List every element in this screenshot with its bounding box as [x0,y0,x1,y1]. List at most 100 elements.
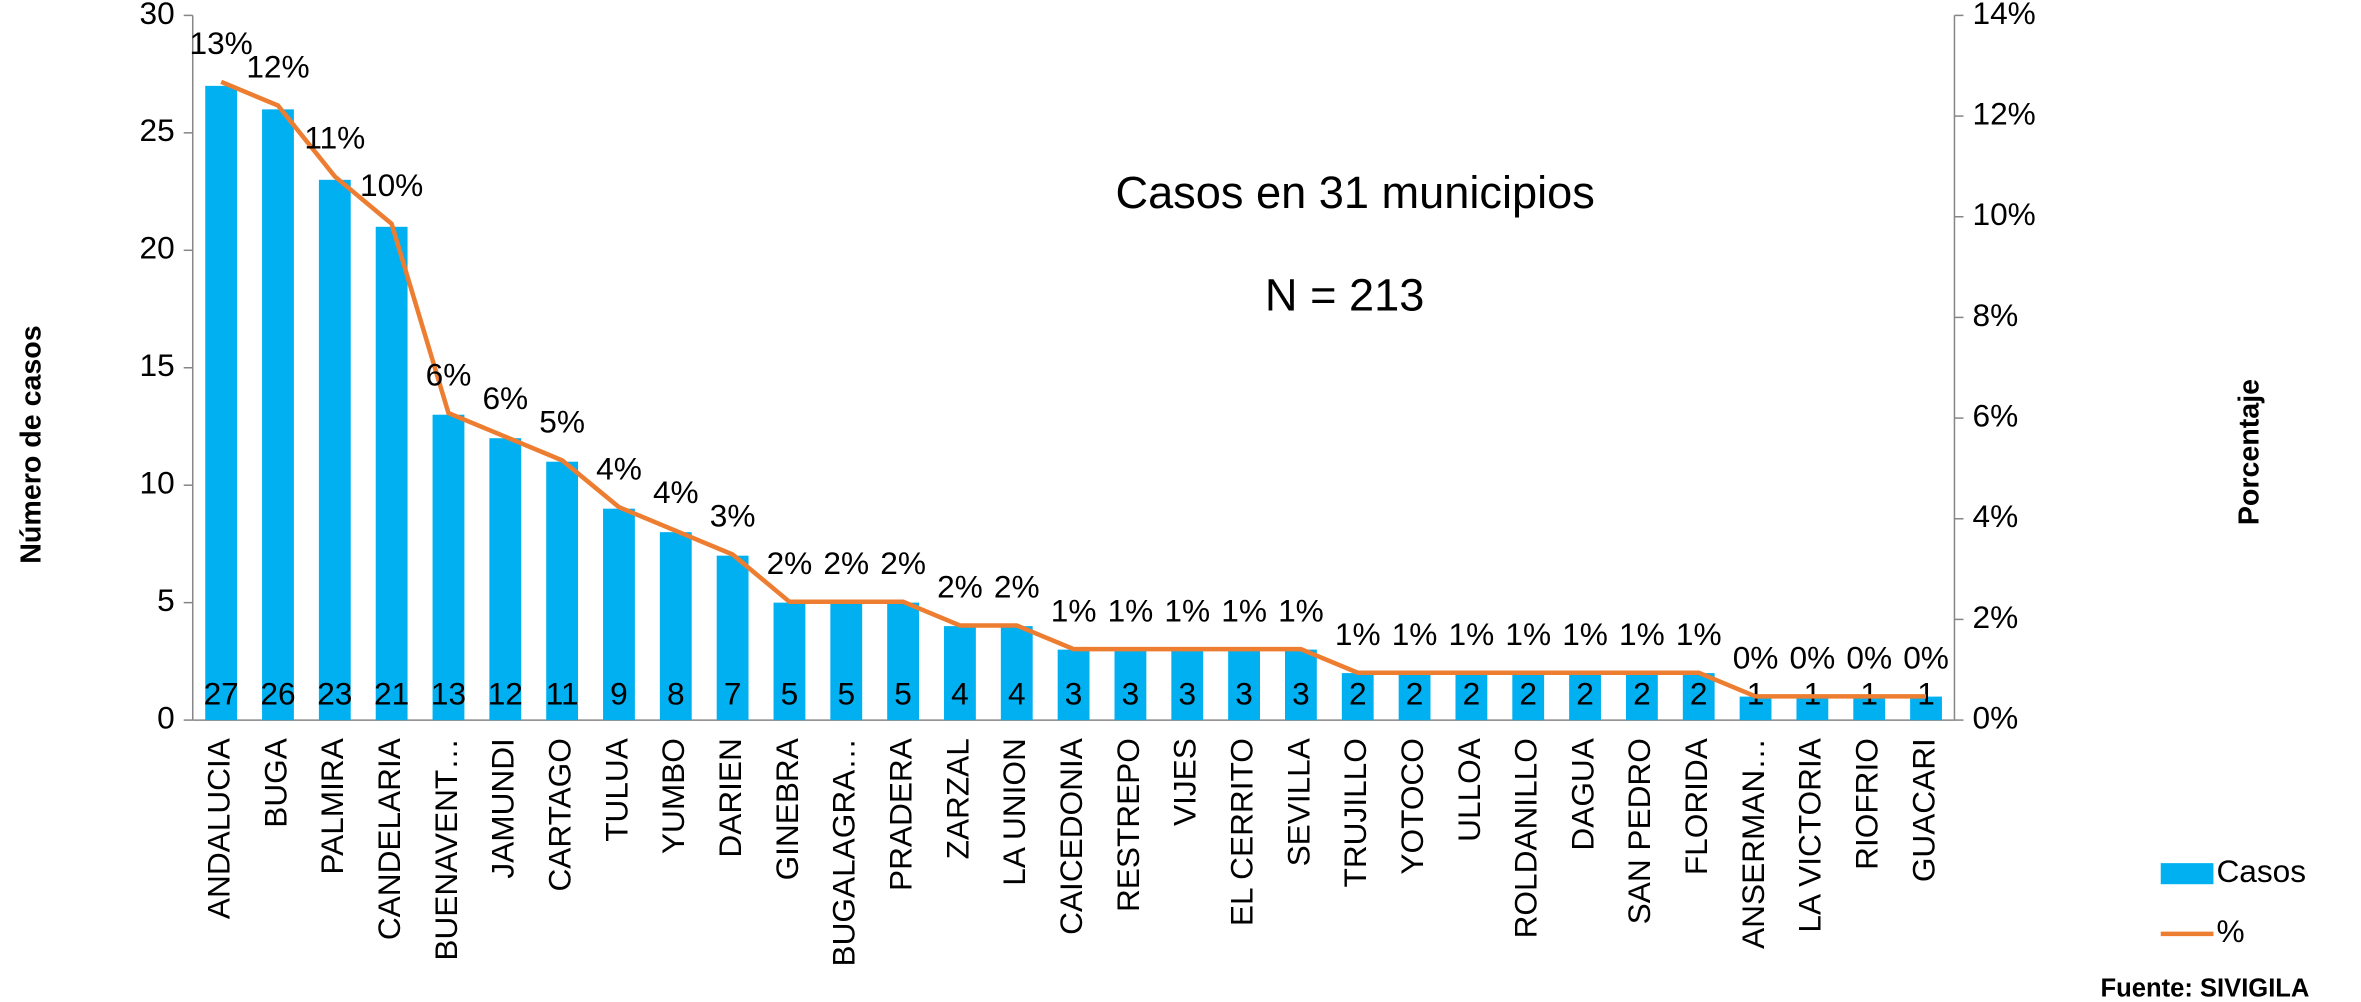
bar [1569,673,1601,721]
x-tick-label: BUGALAGRA… [826,738,862,966]
y-axis-title: Número de casos [16,325,48,563]
line-value-label: 0% [1790,640,1836,676]
x-tick-label: ROLDANILLO [1508,738,1544,938]
y2-axis-title: Porcentaje [2234,379,2266,525]
x-tick-label: DAGUA [1564,737,1600,850]
line-value-label: 5% [539,404,585,440]
x-tick-label: CANDELARIA [371,737,407,940]
line-value-label: 4% [653,474,699,510]
bar-value-label: 2 [1463,675,1481,711]
bar-value-label: 26 [260,675,295,711]
line-value-label: 2% [937,569,983,605]
x-tick-label: JAMUNDI [485,738,521,878]
bar [546,461,579,721]
x-tick-label: PALMIRA [314,737,350,874]
bar [205,85,238,721]
x-tick-label: LA UNION [996,738,1032,886]
line-value-label: 1% [1164,592,1210,628]
line-value-label: 1% [1505,616,1551,652]
bar-value-label: 3 [1122,675,1140,711]
bar-value-label: 3 [1292,675,1310,711]
line-value-label: 2% [994,569,1040,605]
bar-value-label: 21 [374,675,409,711]
line-value-label: 4% [596,450,642,486]
bar [318,179,351,721]
line-value-label: 10% [360,167,423,203]
y2-tick-label: 8% [1973,297,2019,333]
x-tick-label: TULUA [598,737,634,842]
line-value-label: 1% [1562,616,1608,652]
bar-value-label: 4 [951,675,969,711]
bar-value-label: 2 [1519,675,1537,711]
bar [1682,673,1715,721]
bar-value-label: 5 [781,675,799,711]
x-tick-label: RESTREPO [1110,738,1146,912]
bar [1000,626,1033,721]
bar [716,555,749,721]
bar-value-label: 2 [1633,675,1651,711]
bar-value-label: 1 [1860,675,1878,711]
line-value-label: 6% [482,380,528,416]
bar [773,602,806,721]
bar [1455,673,1488,721]
bar [603,508,635,721]
annotation: N = 213 [1265,269,1424,320]
line-value-label: 6% [426,356,472,392]
y-tick-label: 0 [157,699,175,735]
line-value-label: 1% [1392,616,1438,652]
line-value-label: 1% [1221,592,1267,628]
x-tick-label: EL CERRITO [1223,738,1259,926]
x-tick-label: GINEBRA [769,737,805,880]
line [220,79,1927,699]
bar [1057,649,1090,721]
bar [1625,673,1658,721]
y2-tick-label: 0% [1973,699,2019,735]
bar-value-label: 2 [1576,675,1594,711]
line-value-label: 2% [880,545,926,581]
bar-value-label: 8 [667,675,685,711]
y-tick-label: 15 [139,347,174,383]
line-value-label: 1% [1108,592,1154,628]
x-tick-label: ANDALUCIA [201,737,237,919]
bar [1171,649,1204,721]
x-tick-label: RIOFRIO [1849,738,1885,870]
line-value-label: 1% [1676,616,1722,652]
bar [1512,673,1545,721]
x-tick-label: ZARZAL [939,738,975,859]
bar-value-label: 13 [431,675,466,711]
legend-label: % [2216,913,2244,949]
bar [1284,649,1317,721]
bar [887,602,920,721]
bar-value-label: 1 [1917,675,1935,711]
bar-value-label: 12 [488,675,523,711]
bar-value-label: 2 [1349,675,1367,711]
line-value-label: 2% [767,545,813,581]
x-tick-label: BUGA [257,737,293,827]
source: Fuente: SIVIGILA [2101,974,2310,1002]
legend-swatch [2160,863,2214,885]
bar-value-label: 4 [1008,675,1026,711]
x-tick-label: YOTOCO [1394,738,1430,874]
x-tick-label: CAICEDONIA [1053,737,1089,935]
x-tick-label: TRUJILLO [1337,738,1373,887]
line-value-label: 1% [1335,616,1381,652]
bar-value-label: 27 [204,675,239,711]
bar [1910,696,1942,721]
line-value-label: 12% [246,49,309,85]
bar [1398,673,1431,721]
x-tick-label: PRADERA [882,737,918,891]
bar-value-label: 11 [546,675,579,711]
bar-value-label: 2 [1406,675,1424,711]
y2-tick-label: 4% [1973,498,2019,534]
y-tick-label: 10 [139,465,174,501]
x-tick-label: DARIEN [712,738,748,857]
bar [432,414,465,721]
y2-tick-label: 12% [1973,95,2036,131]
bar-value-label: 2 [1690,675,1708,711]
bar-value-label: 3 [1235,675,1253,711]
x-tick-label: YUMBO [655,738,691,854]
bar-value-label: 1 [1747,675,1765,711]
bar [1341,673,1374,721]
